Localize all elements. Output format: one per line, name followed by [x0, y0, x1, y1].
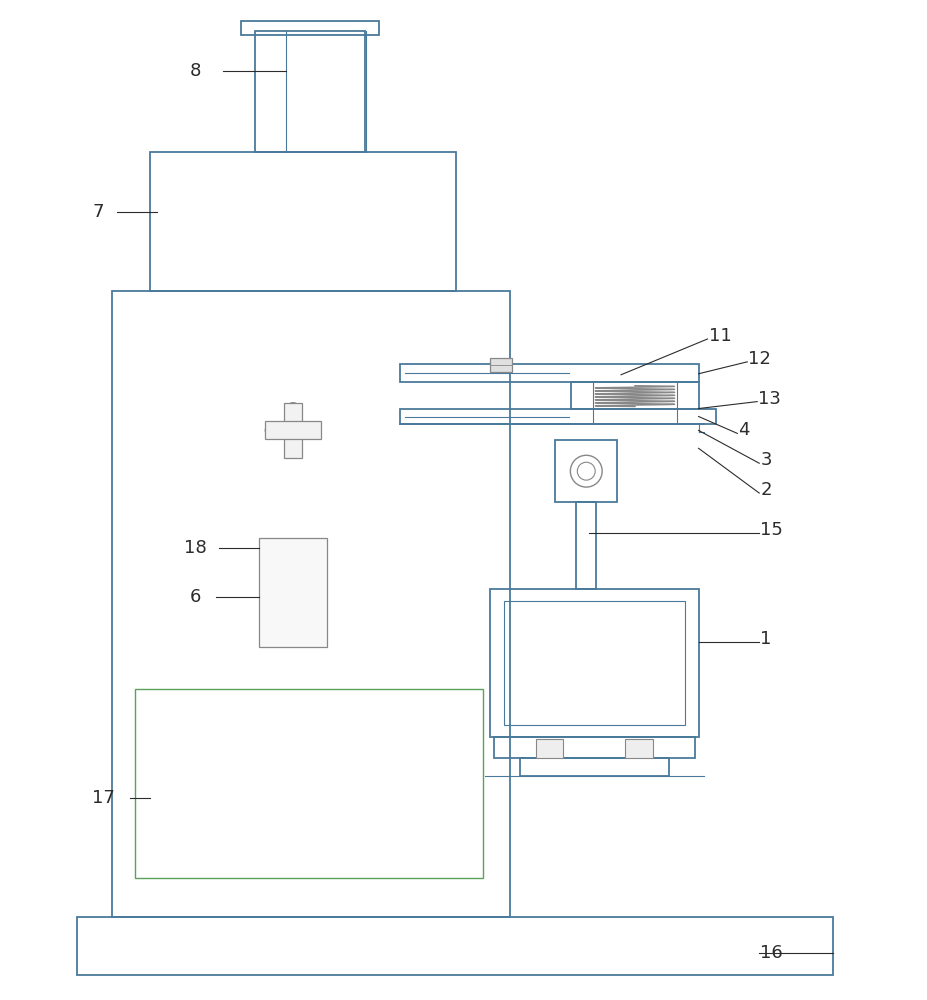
Text: 13: 13 — [758, 390, 781, 408]
Text: 18: 18 — [184, 539, 207, 557]
Text: 7: 7 — [93, 203, 104, 221]
Bar — [571, 382, 699, 409]
Text: 8: 8 — [190, 62, 201, 80]
Bar — [577, 502, 596, 589]
Text: 4: 4 — [738, 421, 750, 439]
Bar — [260, 538, 327, 647]
Bar — [135, 689, 483, 878]
Text: 6: 6 — [190, 588, 201, 606]
Bar — [255, 31, 364, 152]
Bar — [555, 440, 617, 502]
Text: 17: 17 — [93, 789, 115, 807]
Bar — [494, 737, 694, 758]
Bar — [265, 421, 321, 439]
Bar — [400, 409, 717, 424]
Text: 12: 12 — [748, 350, 771, 368]
Text: 11: 11 — [708, 327, 731, 345]
Bar — [489, 589, 699, 737]
Text: 15: 15 — [760, 521, 783, 539]
Bar — [241, 21, 378, 35]
Bar — [77, 917, 832, 975]
Text: 1: 1 — [760, 630, 771, 648]
Text: 2: 2 — [760, 481, 771, 499]
Bar — [489, 358, 512, 372]
Text: 3: 3 — [760, 451, 771, 469]
Bar — [400, 364, 699, 382]
Bar — [284, 403, 302, 458]
Bar — [536, 739, 564, 758]
Bar — [112, 291, 510, 917]
Bar — [520, 758, 668, 776]
Circle shape — [290, 622, 296, 628]
Text: 16: 16 — [760, 944, 783, 962]
Bar — [625, 739, 653, 758]
Bar — [503, 601, 685, 725]
Bar — [150, 152, 456, 291]
